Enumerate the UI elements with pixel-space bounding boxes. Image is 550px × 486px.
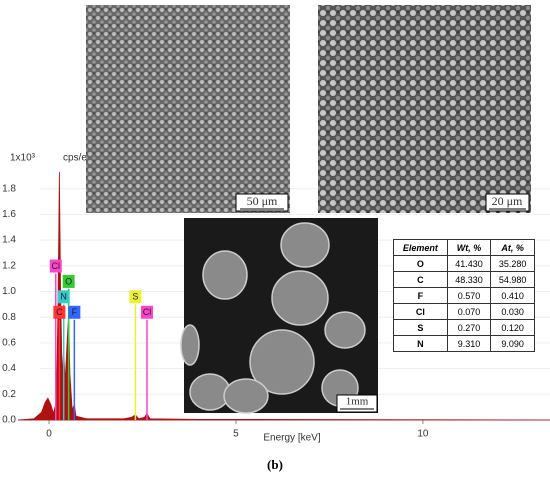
table-cell: S — [393, 319, 448, 336]
x-tick-label: 10 — [417, 429, 429, 440]
peak-label: N — [60, 292, 67, 302]
y-axis-label: cps/eV — [63, 153, 94, 164]
peak-label-box — [57, 290, 70, 304]
peak-label: S — [132, 292, 138, 302]
x-tick-label: 0 — [46, 429, 52, 440]
peak-label-box — [62, 274, 75, 288]
table-cell: 35.280 — [490, 255, 535, 272]
peak-label-box — [53, 305, 66, 319]
scale-box — [235, 193, 289, 212]
table-cell: Cl — [393, 303, 448, 320]
table-row: Cl 0.070 0.030 — [393, 303, 535, 320]
table-cell: 0.120 — [490, 319, 535, 336]
table-cell: 9.310 — [446, 335, 492, 352]
table-cell: 48.330 — [446, 271, 492, 288]
y-tick-label: 1.0 — [2, 286, 16, 297]
scale-box — [485, 193, 530, 212]
composition-table: Element Wt, % At, % O 41.430 35.280 C 48.330… — [393, 239, 535, 352]
x-axis-label: Energy [keV] — [263, 433, 320, 444]
table-cell: 41.430 — [446, 255, 492, 272]
scale-label: 20 μm — [492, 194, 523, 208]
y-tick-label: 0.6 — [2, 338, 16, 349]
table-row: S 0.270 0.120 — [393, 319, 535, 336]
table-row: O 41.430 35.280 — [393, 255, 535, 272]
peak-label: O — [65, 276, 72, 286]
table-row: F 0.570 0.410 — [393, 287, 535, 304]
y-tick-label: 0.0 — [2, 415, 16, 426]
table-cell: F — [393, 287, 448, 304]
peak-label: Cl — [52, 261, 61, 271]
header-cell: Element — [393, 239, 448, 256]
x-tick-label: 5 — [233, 429, 239, 440]
header-row: Element Wt, % At, % — [393, 239, 535, 256]
peak-label: F — [72, 307, 78, 317]
table-row: C 48.330 54.980 — [393, 271, 535, 288]
particles — [180, 222, 366, 414]
sem-image — [86, 5, 290, 213]
peak-label: Cl — [143, 307, 152, 317]
table-cell: 54.980 — [490, 271, 535, 288]
peak-label-box — [140, 305, 153, 319]
table-cell: 0.570 — [446, 287, 492, 304]
sem-image — [318, 5, 531, 213]
y-tick-label: 0.8 — [2, 312, 16, 323]
table-body: O 41.430 35.280 C 48.330 54.980 F 0.570 0.410 Cl 0… — [393, 255, 535, 352]
y-tick-label: 1.8 — [2, 183, 16, 194]
table-cell: 9.090 — [490, 335, 535, 352]
y-unit: 1x10³ — [10, 153, 36, 164]
scale-label: 1mm — [346, 396, 369, 408]
y-tick-label: 1.4 — [2, 235, 16, 246]
table-cell: 0.030 — [490, 303, 535, 320]
table-cell: O — [393, 255, 448, 272]
scale-box — [336, 394, 378, 413]
caption: (b) — [267, 457, 283, 472]
table-cell: 0.070 — [446, 303, 492, 320]
table-cell: 0.270 — [446, 319, 492, 336]
y-tick-label: 1.2 — [2, 260, 16, 271]
table-cell: 0.410 — [490, 287, 535, 304]
table-cell: N — [393, 335, 448, 352]
peak-label-box — [68, 305, 81, 319]
peak-label: C — [56, 307, 63, 317]
table-cell: C — [393, 271, 448, 288]
header-cell: Wt, % — [446, 239, 492, 256]
y-tick-label: 0.4 — [2, 363, 16, 374]
peak-label-box — [129, 290, 142, 304]
peak-label-box — [49, 259, 62, 273]
header-cell: At, % — [490, 239, 535, 256]
y-tick-label: 1.6 — [2, 209, 16, 220]
table-row: N 9.310 9.090 — [393, 335, 535, 352]
y-tick-label: 0.2 — [2, 389, 16, 400]
scale-label: 50 μm — [247, 194, 278, 208]
